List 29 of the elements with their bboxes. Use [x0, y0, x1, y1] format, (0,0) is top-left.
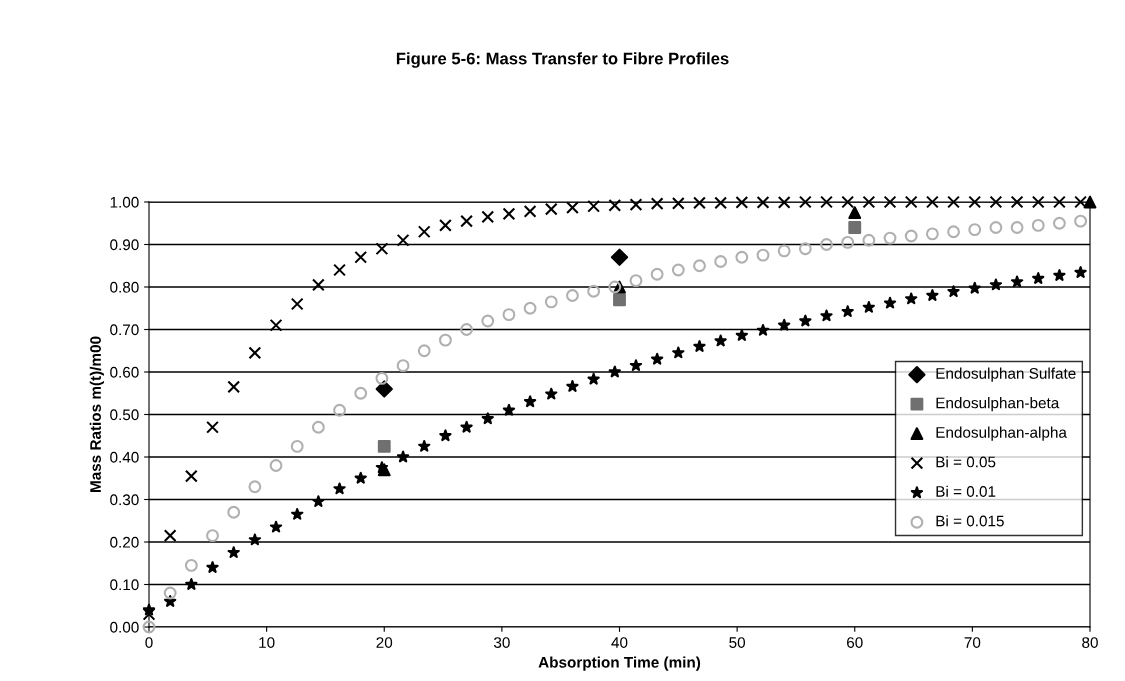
legend-label: Endosulphan-alpha — [936, 426, 1067, 441]
x-axis-title: Absorption Time (min) — [538, 656, 701, 671]
x-tick-label: 0 — [145, 637, 153, 648]
y-tick-label: 0.70 — [110, 324, 139, 336]
x-tick-label: 10 — [259, 637, 275, 648]
y-tick-label: 0.00 — [110, 621, 139, 633]
x-tick-label: 30 — [493, 637, 510, 648]
x-tick-label: 60 — [847, 637, 863, 648]
y-tick-label: 0.60 — [110, 366, 139, 378]
y-axis-title: Mass Ratios m(t)/m00 — [89, 336, 104, 493]
y-tick-label: 0.30 — [110, 494, 139, 506]
x-tick-label: 70 — [964, 637, 981, 648]
y-tick-label: 0.80 — [110, 281, 139, 293]
legend-label: Bi = 0.01 — [936, 485, 996, 497]
x-tick-label: 50 — [729, 637, 746, 648]
chart-title: Figure 5-6: Mass Transfer to Fibre Profiles — [396, 52, 729, 68]
y-tick-label: 1.00 — [110, 196, 139, 208]
y-tick-label: 0.90 — [110, 239, 139, 251]
y-tick-label: 0.20 — [110, 536, 139, 548]
legend-label: Endosulphan-beta — [936, 397, 1060, 412]
legend-label: Bi = 0.05 — [936, 456, 996, 468]
x-tick-label: 80 — [1082, 637, 1098, 648]
y-tick-label: 0.10 — [110, 579, 139, 591]
legend-label: Bi = 0.015 — [936, 515, 1004, 527]
x-tick-label: 20 — [376, 637, 393, 648]
legend-label: Endosulphan Sulfate — [936, 367, 1076, 382]
y-tick-label: 0.40 — [110, 451, 139, 463]
y-tick-label: 0.50 — [110, 409, 139, 421]
x-tick-label: 40 — [611, 637, 628, 648]
